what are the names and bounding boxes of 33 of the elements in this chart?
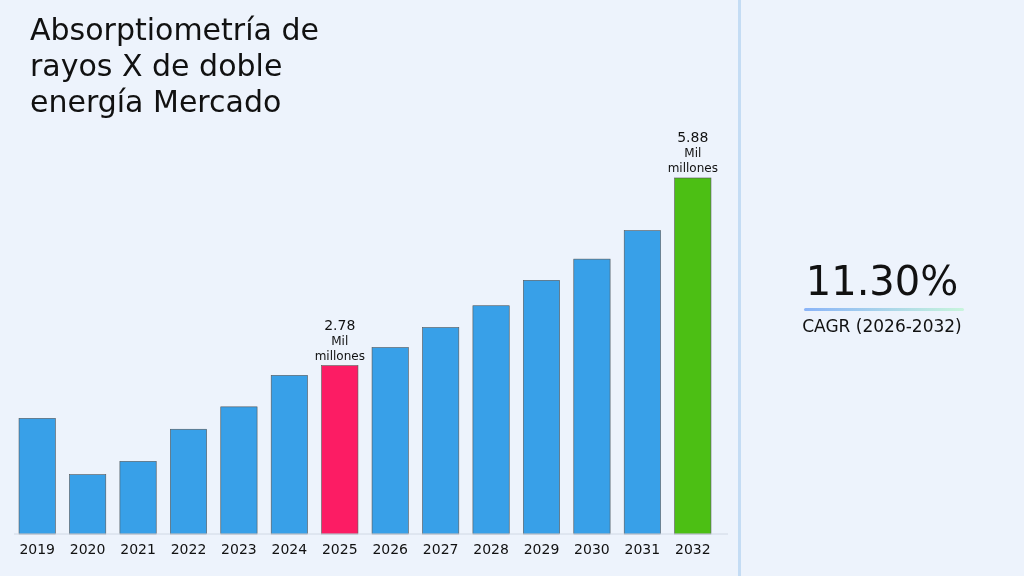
x-tick-label: 2024	[271, 541, 308, 557]
chart-title: Absorptiometría de rayos X de doble energía Mercado	[30, 12, 319, 119]
x-tick-label: 2021	[120, 541, 156, 557]
bar	[270, 375, 308, 535]
data-label: 2.78 Mil millones	[314, 316, 365, 363]
x-tick-label: 2025	[321, 541, 358, 557]
bar	[18, 418, 56, 535]
bar	[623, 230, 661, 535]
bar	[69, 474, 107, 535]
bar	[119, 461, 157, 535]
bar	[472, 305, 510, 535]
bar	[170, 428, 207, 535]
bar	[573, 258, 611, 535]
x-tick-label: 2027	[422, 541, 459, 557]
x-tick-label: 2028	[473, 541, 509, 557]
bar	[321, 365, 359, 535]
bar	[523, 280, 560, 535]
x-tick-label: 2031	[624, 541, 661, 557]
x-tick-label: 2020	[69, 541, 106, 557]
x-tick-label: 2032	[674, 541, 711, 557]
data-label: 5.88 Mil millones	[667, 129, 718, 175]
bar	[422, 327, 460, 535]
x-tick-label: 2019	[19, 541, 56, 557]
x-tick-label: 2022	[170, 541, 207, 557]
x-tick-label: 2029	[523, 541, 560, 557]
bar	[220, 406, 258, 535]
text: CAGR (2026-2032)	[802, 316, 962, 336]
x-tick-label: 2026	[372, 541, 409, 557]
x-tick-label: 2030	[574, 541, 610, 557]
bar	[371, 347, 409, 535]
text: 11.30%	[805, 258, 959, 304]
x-tick-label: 2023	[221, 541, 257, 557]
bar	[674, 177, 712, 535]
